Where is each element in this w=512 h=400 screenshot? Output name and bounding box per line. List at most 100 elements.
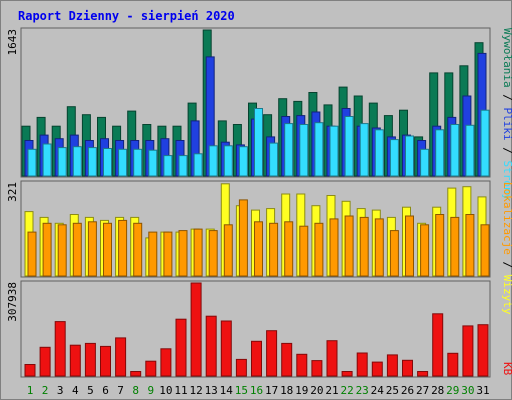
bar-strony-day-25 xyxy=(389,139,399,177)
x-label-day-10: 10 xyxy=(159,384,172,397)
x-label-day-13: 13 xyxy=(205,384,218,397)
x-label-day-14: 14 xyxy=(220,384,234,397)
bar-kb-day-3 xyxy=(54,321,66,377)
bottom-panel: 307938 KB xyxy=(6,280,512,378)
bar-lokalizacje-day-10 xyxy=(163,231,173,277)
bar-lokalizacje-day-13 xyxy=(208,230,218,277)
bar-strony-day-11 xyxy=(178,155,188,177)
bar-strony-day-29 xyxy=(450,124,460,177)
x-label-day-26: 26 xyxy=(401,384,414,397)
x-axis-day-labels: 1 2 3 4 5 6 7 8 9 10 11 12 13 14 15 16 17 18 19 20 21 22 23 24 2… xyxy=(27,384,490,397)
top-panel: 1643 Wywołania / Pliki / Strony xyxy=(6,27,512,201)
bar-strony-day-5 xyxy=(87,147,97,177)
bar-strony-day-28 xyxy=(435,129,445,177)
x-label-day-3: 3 xyxy=(57,384,64,397)
bar-kb-day-9 xyxy=(145,360,157,377)
bar-lokalizacje-day-2 xyxy=(42,222,52,277)
bar-lokalizacje-day-18 xyxy=(284,221,294,277)
bar-kb-day-28 xyxy=(432,313,444,377)
bar-strony-day-2 xyxy=(42,143,52,177)
legend-separator: / xyxy=(501,141,512,161)
bar-kb-day-27 xyxy=(417,371,429,377)
bar-strony-day-13 xyxy=(208,145,218,177)
legend-separator: / xyxy=(501,255,512,275)
bar-lokalizacje-day-24 xyxy=(374,218,384,277)
bar-strony-day-27 xyxy=(420,148,430,177)
bar-lokalizacje-day-12 xyxy=(193,228,203,277)
middle-panel-legend: Lokalizacje / Wizyty xyxy=(501,182,512,315)
bar-lokalizacje-day-28 xyxy=(435,214,445,277)
top-panel-legend: Wywołania / Pliki / Strony xyxy=(501,28,512,201)
bar-kb-day-15 xyxy=(235,358,247,377)
bar-kb-day-20 xyxy=(311,360,323,377)
legend-wywolania: Wywołania xyxy=(501,28,512,88)
x-label-day-18: 18 xyxy=(280,384,293,397)
bar-kb-day-16 xyxy=(251,340,262,377)
bar-strony-day-8 xyxy=(133,148,143,177)
bar-strony-day-15 xyxy=(238,146,248,177)
bar-lokalizacje-day-21 xyxy=(329,218,339,277)
x-label-day-31: 31 xyxy=(476,384,489,397)
bottom-panel-y-max-label: 307938 xyxy=(6,282,19,322)
x-label-day-5: 5 xyxy=(87,384,94,397)
bar-lokalizacje-day-26 xyxy=(405,215,414,277)
bar-kb-day-6 xyxy=(100,345,111,377)
legend-pliki: Pliki xyxy=(501,107,512,140)
bar-kb-day-10 xyxy=(160,348,172,377)
bar-kb-day-2 xyxy=(39,346,51,377)
bottom-panel-legend: KB xyxy=(501,362,512,376)
x-label-day-28: 28 xyxy=(431,384,444,397)
bar-strony-day-20 xyxy=(314,122,324,177)
bar-kb-day-12 xyxy=(190,282,202,377)
bottom-panel-bars xyxy=(24,282,489,377)
legend-wizyty: Wizyty xyxy=(501,275,512,315)
bar-lokalizacje-day-9 xyxy=(148,231,158,277)
bar-lokalizacje-day-1 xyxy=(27,231,37,277)
bar-lokalizacje-day-14 xyxy=(223,224,233,277)
x-label-day-6: 6 xyxy=(102,384,109,397)
bar-kb-day-22 xyxy=(341,371,353,377)
bar-lokalizacje-day-30 xyxy=(465,214,475,277)
bar-kb-day-13 xyxy=(205,315,217,377)
bar-strony-day-4 xyxy=(72,146,82,177)
x-label-day-8: 8 xyxy=(132,384,139,397)
bar-strony-day-7 xyxy=(118,148,128,177)
bar-kb-day-7 xyxy=(115,337,127,377)
bar-lokalizacje-day-23 xyxy=(359,216,369,277)
bar-strony-day-30 xyxy=(465,124,475,177)
bar-kb-day-31 xyxy=(477,324,489,377)
bar-strony-day-17 xyxy=(269,142,279,177)
bar-kb-day-24 xyxy=(371,361,383,377)
bar-lokalizacje-day-17 xyxy=(269,222,279,277)
bar-strony-day-1 xyxy=(27,148,37,177)
x-label-day-29: 29 xyxy=(446,384,459,397)
x-label-day-17: 17 xyxy=(265,384,278,397)
bar-strony-day-19 xyxy=(299,124,309,177)
bar-kb-day-30 xyxy=(462,325,474,377)
x-label-day-15: 15 xyxy=(235,384,248,397)
legend-separator: / xyxy=(501,88,512,108)
bar-strony-day-3 xyxy=(57,147,67,177)
bar-strony-day-16 xyxy=(254,108,263,177)
middle-panel: 321 Lokalizacje / Wizyty xyxy=(6,180,512,315)
bar-strony-day-18 xyxy=(284,123,294,177)
bar-strony-day-6 xyxy=(103,148,112,177)
bar-kb-day-8 xyxy=(130,371,142,377)
x-label-day-22: 22 xyxy=(340,384,353,397)
x-label-day-16: 16 xyxy=(250,384,263,397)
bar-strony-day-31 xyxy=(480,109,490,177)
bar-lokalizacje-day-16 xyxy=(254,221,263,277)
bar-lokalizacje-day-29 xyxy=(450,216,460,277)
bar-lokalizacje-day-27 xyxy=(420,224,430,277)
x-label-day-12: 12 xyxy=(189,384,202,397)
bar-strony-day-24 xyxy=(374,129,384,177)
bar-kb-day-21 xyxy=(326,340,338,377)
bar-lokalizacje-day-5 xyxy=(87,221,97,277)
bar-kb-day-19 xyxy=(296,353,308,377)
x-label-day-24: 24 xyxy=(371,384,385,397)
bar-kb-day-18 xyxy=(281,342,293,377)
bar-kb-day-11 xyxy=(175,318,187,377)
bar-kb-day-25 xyxy=(386,354,398,377)
x-label-day-11: 11 xyxy=(174,384,187,397)
bar-kb-day-4 xyxy=(69,344,81,377)
